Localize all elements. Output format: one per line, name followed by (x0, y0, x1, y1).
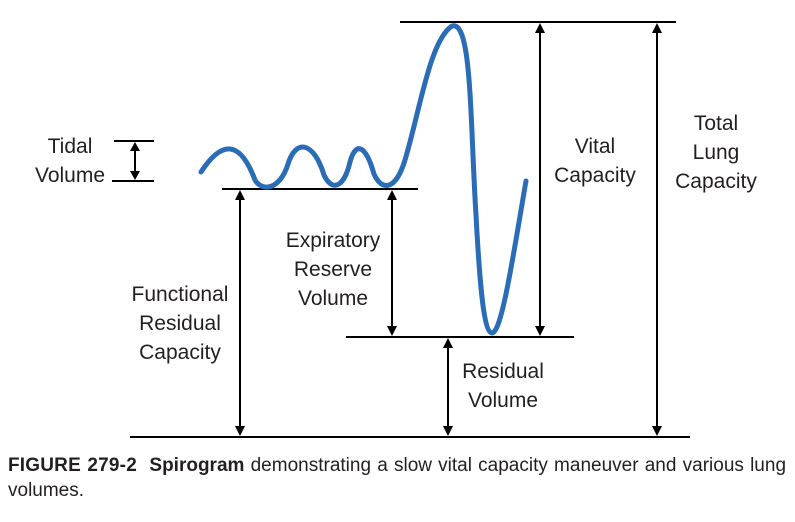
tlc-label-line2: Lung (693, 141, 740, 164)
rv-arrow (443, 338, 453, 436)
frc-label-line1: Functional (132, 283, 229, 306)
spirogram-trace (198, 23, 529, 336)
vc-label-line2: Capacity (554, 164, 636, 187)
frc-label-line3: Capacity (139, 341, 221, 364)
tidal-volume-label-line1: Tidal (48, 135, 93, 158)
tlc-label-line3: Capacity (675, 170, 757, 193)
tidal-volume-arrow (130, 142, 140, 180)
figure-title: Spirogram (149, 455, 245, 476)
frc-arrow (235, 190, 245, 436)
rv-label-line2: Volume (468, 389, 538, 412)
erv-label-line1: Expiratory (286, 229, 381, 252)
erv-label-line3: Volume (298, 287, 368, 310)
vc-label-line1: Vital (575, 135, 615, 158)
tidal-volume-label-line2: Volume (35, 164, 105, 187)
spirogram-diagram: Tidal Volume Functional Residual Capacit… (35, 21, 757, 438)
frc-label-line2: Residual (139, 312, 221, 335)
erv-arrow (387, 190, 397, 336)
figure-number: FIGURE 279-2 (8, 455, 137, 476)
vc-arrow (535, 23, 545, 336)
tlc-label-line1: Total (694, 112, 738, 135)
figure-caption: FIGURE 279-2 Spirogram demonstrating a s… (8, 453, 786, 503)
rv-label-line1: Residual (462, 360, 544, 383)
erv-label-line2: Reserve (294, 258, 372, 281)
caption-text: demonstrating a slow vital capacity mane… (8, 455, 787, 501)
tlc-arrow (652, 23, 662, 436)
